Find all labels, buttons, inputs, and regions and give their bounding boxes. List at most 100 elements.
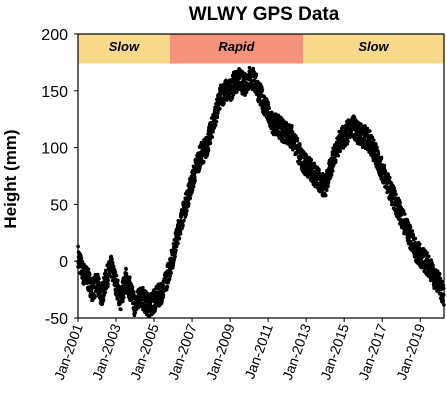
data-point xyxy=(336,153,341,158)
data-point xyxy=(222,101,226,106)
data-point xyxy=(202,159,206,164)
data-point xyxy=(370,135,375,140)
data-point xyxy=(109,254,113,259)
data-point xyxy=(372,146,377,150)
data-point xyxy=(333,160,338,164)
data-point xyxy=(141,285,145,290)
data-point xyxy=(116,278,120,283)
y-tick-label: 150 xyxy=(41,84,68,101)
data-point xyxy=(169,271,173,275)
data-point xyxy=(320,172,325,176)
data-point xyxy=(193,178,197,182)
data-point xyxy=(251,66,256,71)
data-point xyxy=(210,135,215,139)
data-point xyxy=(305,174,310,179)
data-point xyxy=(193,175,197,180)
data-point xyxy=(411,233,416,238)
data-point xyxy=(190,187,195,192)
data-point xyxy=(365,126,370,131)
y-tick-labels: 200 150 100 50 0 -50 xyxy=(41,27,78,328)
data-point xyxy=(425,250,429,255)
data-point xyxy=(413,236,418,241)
data-point xyxy=(376,151,381,156)
data-point xyxy=(87,272,92,277)
chart-title: WLWY GPS Data xyxy=(189,4,340,25)
data-point xyxy=(326,180,331,185)
data-point xyxy=(121,298,125,303)
data-point xyxy=(379,155,384,160)
data-point xyxy=(121,295,126,300)
band-1 xyxy=(169,34,303,64)
data-point xyxy=(330,169,335,173)
data-point xyxy=(393,189,397,193)
data-point xyxy=(168,274,173,278)
data-point xyxy=(246,87,250,92)
data-point xyxy=(80,265,85,270)
data-point xyxy=(437,272,442,276)
data-point xyxy=(215,115,220,120)
axes xyxy=(77,33,445,319)
data-point xyxy=(309,158,314,162)
data-point xyxy=(104,268,108,273)
data-point xyxy=(206,148,211,152)
data-point xyxy=(388,175,392,180)
data-point xyxy=(440,279,444,284)
data-point xyxy=(398,201,402,205)
band-label-0: Slow xyxy=(109,39,140,54)
data-point xyxy=(111,265,116,269)
data-point xyxy=(408,225,413,229)
data-point xyxy=(145,292,150,297)
data-point xyxy=(174,248,178,253)
data-point xyxy=(431,265,435,269)
y-axis-label: Height (mm) xyxy=(1,129,20,228)
band-2 xyxy=(302,34,444,64)
x-tick-label: Jan-2013 xyxy=(279,321,314,382)
data-point xyxy=(110,260,115,265)
data-point xyxy=(86,267,91,272)
data-point xyxy=(173,254,177,259)
data-point xyxy=(114,273,119,278)
x-tick-labels: Jan-2001 Jan-2003 Jan-2005 Jan-2007 Jan-2009… xyxy=(51,318,428,382)
speed-bands: Slow Rapid Slow xyxy=(78,34,444,64)
data-point xyxy=(115,296,120,300)
data-point xyxy=(392,186,397,190)
data-point xyxy=(276,129,281,134)
data-point xyxy=(317,168,321,173)
data-point xyxy=(122,282,127,287)
data-point xyxy=(260,88,265,92)
data-point xyxy=(208,141,213,145)
data-point xyxy=(401,209,406,213)
data-point xyxy=(97,280,101,285)
data-point xyxy=(381,181,386,185)
data-point xyxy=(371,138,376,142)
data-point xyxy=(128,275,132,280)
data-point xyxy=(133,310,138,315)
data-point xyxy=(79,256,84,261)
data-point xyxy=(402,212,407,216)
data-point xyxy=(182,218,186,223)
data-point xyxy=(295,138,300,143)
data-point xyxy=(216,109,220,114)
data-point xyxy=(329,173,334,177)
data-point xyxy=(219,96,224,101)
data-point xyxy=(375,145,379,150)
data-point xyxy=(230,95,235,100)
data-point xyxy=(326,184,330,188)
data-point xyxy=(252,79,257,83)
x-tick-label: Jan-2005 xyxy=(127,321,162,382)
data-point xyxy=(165,284,170,289)
data-point xyxy=(106,278,110,283)
data-point xyxy=(178,232,183,236)
data-point xyxy=(374,142,378,146)
x-tick-label: Jan-2007 xyxy=(165,321,200,382)
data-point xyxy=(312,161,317,166)
data-point xyxy=(266,102,271,107)
data-point xyxy=(218,107,222,111)
data-point xyxy=(417,242,422,246)
band-0 xyxy=(78,34,170,64)
data-point xyxy=(113,270,118,275)
data-point xyxy=(130,285,135,289)
data-point xyxy=(176,241,180,246)
y-tick-label: 50 xyxy=(50,197,68,214)
data-point xyxy=(323,193,328,198)
